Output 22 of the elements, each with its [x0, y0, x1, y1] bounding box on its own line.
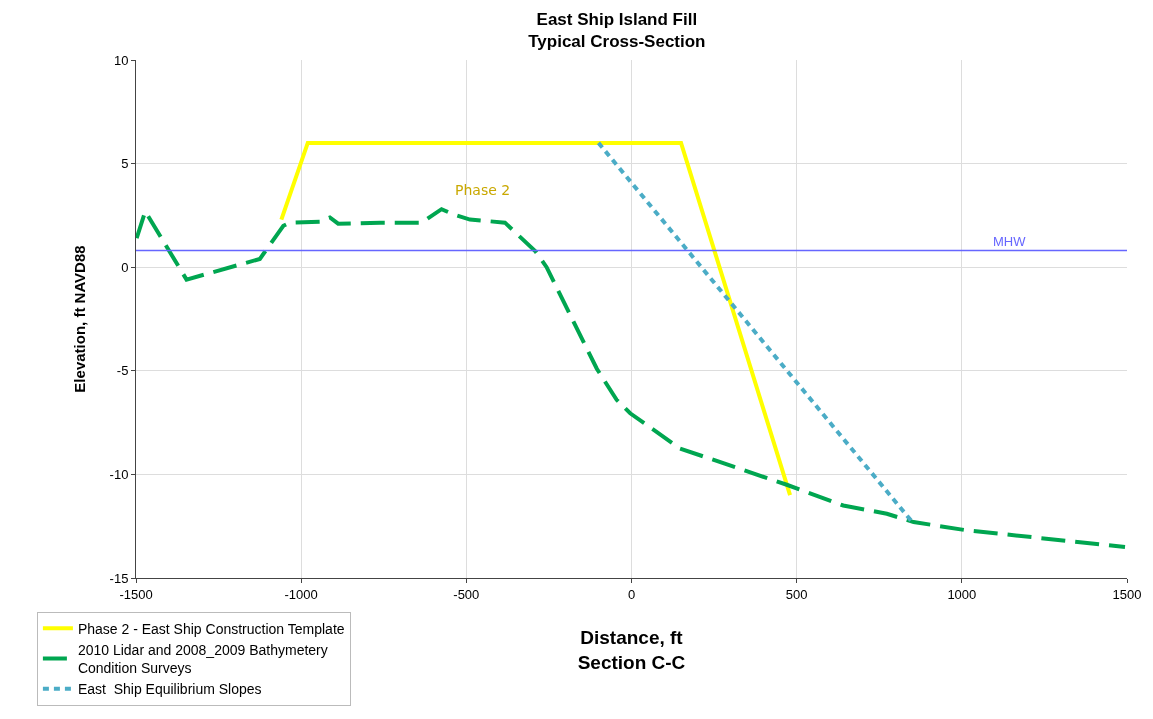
y-tick-label: -5 — [116, 363, 129, 379]
legend-label: Phase 2 - East Ship Construction Template — [77, 620, 345, 637]
y-tick-label: 5 — [121, 156, 129, 172]
x-tick-label: 0 — [627, 586, 636, 602]
y-axis-title: Elevation, ft NAVD88 — [70, 245, 88, 393]
x-tick-label: -500 — [453, 586, 480, 602]
y-tick-label: -15 — [109, 570, 129, 586]
y-tick-label: 10 — [113, 52, 129, 68]
x-tick-label: -1500 — [119, 586, 153, 602]
x-tick-label: -1000 — [284, 586, 318, 602]
y-tick-label: 0 — [121, 259, 129, 275]
legend-label: 2010 Lidar and 2008_2009 Bathymetery Condition Surveys — [77, 641, 328, 677]
annotation: Phase 2 — [455, 182, 511, 198]
line-series — [136, 207, 1127, 549]
x-axis-title: Distance, ft Section C-C — [577, 627, 686, 674]
legend-label: East Ship Equilibrium Slopes — [77, 681, 262, 698]
ref-line-label: MHW — [993, 234, 1027, 249]
y-tick-label: -10 — [109, 466, 129, 482]
chart-title: East Ship Island Fill Typical Cross-Section — [528, 10, 706, 52]
x-tick-label: 1000 — [947, 586, 977, 602]
x-tick-label: 500 — [785, 586, 808, 602]
x-tick-label: 1500 — [1112, 586, 1142, 602]
